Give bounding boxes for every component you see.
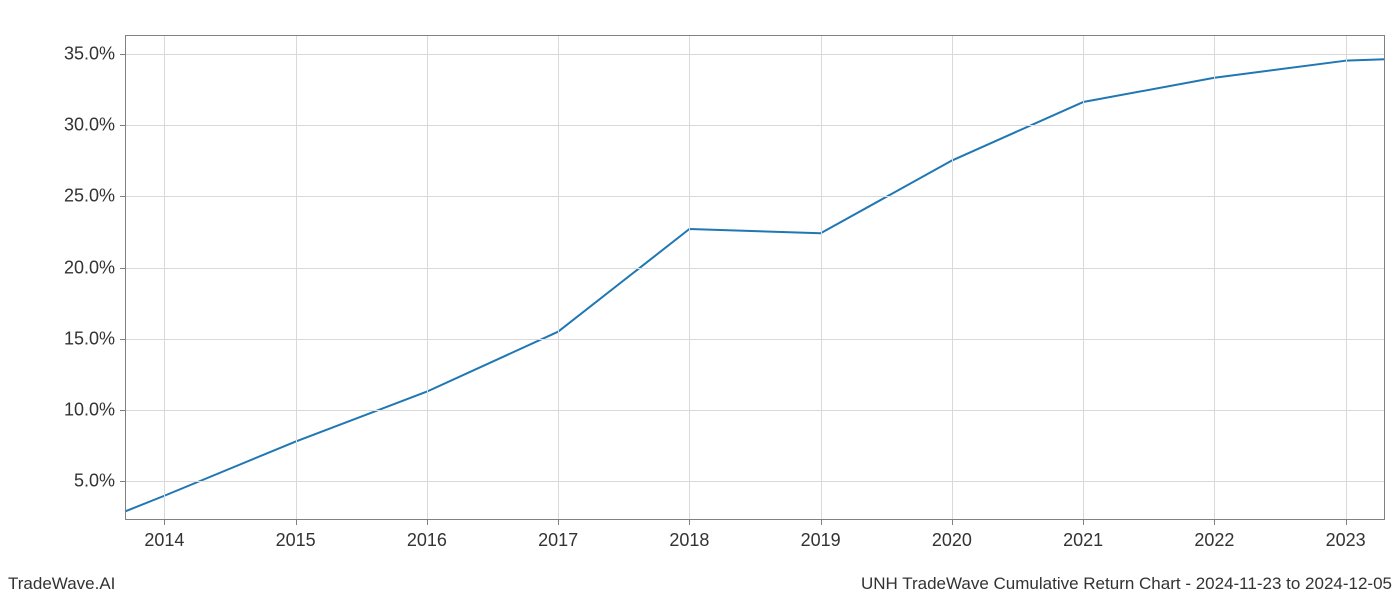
gridline-horizontal <box>125 410 1385 411</box>
gridline-vertical <box>821 35 822 520</box>
y-tick-label: 20.0% <box>64 257 125 278</box>
x-tick-label: 2022 <box>1194 520 1234 551</box>
plot-area: 5.0%10.0%15.0%20.0%25.0%30.0%35.0%201420… <box>125 35 1385 520</box>
gridline-horizontal <box>125 268 1385 269</box>
y-tick-label: 35.0% <box>64 43 125 64</box>
gridline-vertical <box>164 35 165 520</box>
plot-border-left <box>125 35 126 520</box>
plot-border-top <box>125 35 1385 36</box>
plot-border-right <box>1384 35 1385 520</box>
gridline-horizontal <box>125 339 1385 340</box>
gridline-vertical <box>1214 35 1215 520</box>
line-chart-svg <box>125 35 1385 520</box>
gridline-vertical <box>952 35 953 520</box>
gridline-horizontal <box>125 196 1385 197</box>
y-tick-label: 10.0% <box>64 400 125 421</box>
gridline-horizontal <box>125 54 1385 55</box>
series-line <box>125 59 1385 511</box>
plot-border-bottom <box>125 519 1385 520</box>
x-tick-label: 2023 <box>1326 520 1366 551</box>
gridline-horizontal <box>125 125 1385 126</box>
x-tick-label: 2017 <box>538 520 578 551</box>
x-tick-label: 2016 <box>407 520 447 551</box>
x-tick-label: 2018 <box>669 520 709 551</box>
gridline-vertical <box>1083 35 1084 520</box>
x-tick-label: 2019 <box>801 520 841 551</box>
footer-left-text: TradeWave.AI <box>8 574 115 594</box>
gridline-vertical <box>296 35 297 520</box>
chart-container: 5.0% 10.0% 15.0% 20.0% 25.0% 30.0% 35.0% 2014 20… <box>0 0 1400 600</box>
x-tick-label: 2021 <box>1063 520 1103 551</box>
x-tick-label: 2020 <box>932 520 972 551</box>
y-tick-label: 15.0% <box>64 328 125 349</box>
gridline-vertical <box>1346 35 1347 520</box>
x-tick-label: 2015 <box>276 520 316 551</box>
gridline-vertical <box>689 35 690 520</box>
gridline-vertical <box>427 35 428 520</box>
x-tick-label: 2014 <box>144 520 184 551</box>
y-tick-label: 5.0% <box>74 471 125 492</box>
gridline-vertical <box>558 35 559 520</box>
y-tick-label: 25.0% <box>64 186 125 207</box>
gridline-horizontal <box>125 481 1385 482</box>
footer-right-text: UNH TradeWave Cumulative Return Chart - … <box>861 574 1392 594</box>
y-tick-label: 30.0% <box>64 114 125 135</box>
